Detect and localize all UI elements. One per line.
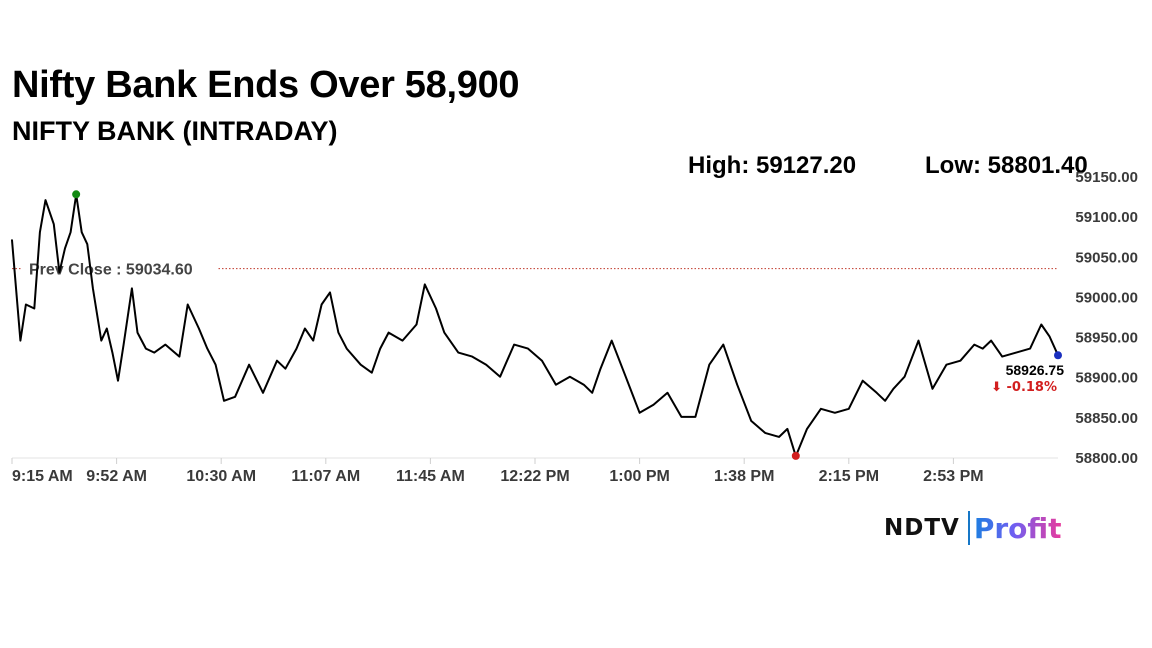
- x-tick-label: 12:22 PM: [500, 468, 569, 485]
- x-tick-label: 10:30 AM: [186, 468, 256, 485]
- y-tick-label: 58950.00: [1075, 330, 1138, 347]
- x-tick-label: 9:15 AM: [12, 468, 73, 485]
- last-price-label-bg: [998, 361, 1060, 396]
- day-high-stat: High: 59127.20: [688, 152, 857, 179]
- y-tick-label: 59150.00: [1075, 169, 1138, 186]
- chart-headline: Nifty Bank Ends Over 58,900: [12, 64, 520, 106]
- day-low-marker: [791, 451, 800, 460]
- x-tick-label: 11:45 AM: [396, 468, 465, 485]
- day-low-stat: Low: 58801.40: [925, 152, 1088, 179]
- last-price-label: 58926.75: [1006, 362, 1065, 378]
- y-tick-label: 58900.00: [1075, 370, 1138, 387]
- prev-close-label-bg: [22, 258, 218, 279]
- index-name: NIFTY BANK (INTRADAY): [12, 116, 338, 146]
- last-price-marker: [1054, 351, 1062, 360]
- x-tick-label: 2:53 PM: [923, 468, 983, 485]
- x-tick-label: 11:07 AM: [291, 468, 360, 485]
- ndtv-profit-logo: NDTV Profit: [884, 508, 1062, 548]
- y-tick-label: 59100.00: [1075, 209, 1138, 226]
- y-tick-label: 59050.00: [1075, 249, 1138, 266]
- y-tick-label: 58800.00: [1075, 450, 1138, 467]
- price-change-label: ⬇ -0.18%: [991, 380, 1057, 395]
- x-tick-label: 1:00 PM: [609, 468, 669, 485]
- logo-divider: [967, 511, 970, 545]
- prev-close-label: Prev Close : 59034.60: [29, 262, 193, 279]
- x-tick-label: 1:38 PM: [714, 468, 774, 485]
- logo-subbrand: Profit: [973, 511, 1062, 545]
- x-tick-label: 2:15 PM: [819, 468, 879, 485]
- y-tick-label: 58850.00: [1075, 410, 1138, 427]
- logo-wordmark: NDTV: [884, 515, 960, 541]
- day-high-marker: [72, 190, 81, 199]
- price-series-line: [11, 193, 1059, 458]
- x-tick-label: 9:52 AM: [86, 468, 147, 485]
- y-tick-label: 59000.00: [1075, 289, 1138, 306]
